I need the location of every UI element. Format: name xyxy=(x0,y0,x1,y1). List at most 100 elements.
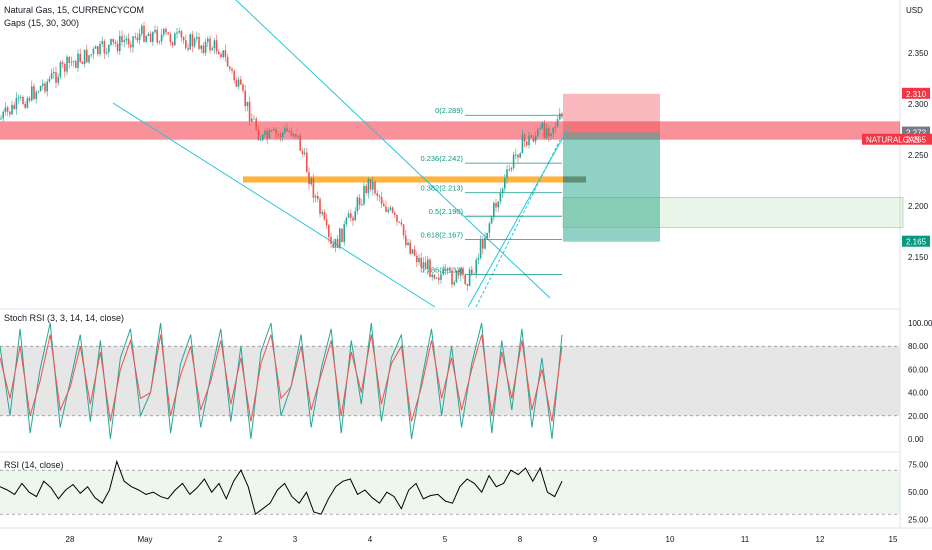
candle xyxy=(143,25,145,42)
time-axis-tick: May xyxy=(137,535,152,544)
candle xyxy=(200,45,202,49)
candle xyxy=(471,269,473,274)
candle xyxy=(363,185,365,205)
price-axis-tick: 2.250 xyxy=(908,151,929,160)
rsi-label: RSI (14, close) xyxy=(4,460,64,470)
candle xyxy=(169,34,172,43)
candle xyxy=(541,122,543,129)
candle xyxy=(517,154,519,158)
trend-line-lower xyxy=(112,102,436,308)
candle xyxy=(383,203,385,207)
candle xyxy=(136,37,139,41)
currency-label: USD xyxy=(906,6,923,15)
candle xyxy=(530,135,532,138)
candle xyxy=(519,153,521,158)
candle xyxy=(11,104,13,115)
candle xyxy=(35,92,37,99)
candle xyxy=(213,40,216,49)
candle xyxy=(119,36,121,52)
candle xyxy=(66,56,68,72)
candle xyxy=(127,38,130,45)
candle xyxy=(193,38,196,47)
candle xyxy=(13,104,15,110)
candle xyxy=(220,54,222,58)
candle xyxy=(299,135,301,151)
candle xyxy=(90,54,92,56)
candle xyxy=(189,34,191,50)
candle xyxy=(105,52,108,54)
time-axis-tick: 4 xyxy=(368,535,373,544)
candle xyxy=(328,225,330,237)
price-tag xyxy=(902,87,930,99)
candle xyxy=(455,270,458,283)
candle xyxy=(297,135,299,137)
candle xyxy=(226,56,229,67)
candle xyxy=(358,197,361,205)
candle xyxy=(222,50,224,58)
candle xyxy=(431,274,433,277)
candle xyxy=(319,198,321,214)
candle xyxy=(281,132,284,138)
candle xyxy=(286,128,288,132)
candle xyxy=(273,129,275,131)
candle xyxy=(413,249,416,256)
candle xyxy=(396,214,398,222)
candle xyxy=(167,32,169,35)
time-axis-tick: 9 xyxy=(593,535,598,544)
candle xyxy=(178,31,180,33)
candle xyxy=(149,33,152,43)
candle xyxy=(407,242,409,246)
candle xyxy=(24,103,26,108)
candle xyxy=(479,239,482,259)
candle xyxy=(4,107,7,113)
stoch-rsi-label: Stoch RSI (3, 3, 14, 14, close) xyxy=(4,313,125,323)
fib-level-label: 0(2.289) xyxy=(435,106,463,115)
candle xyxy=(42,83,44,86)
candle xyxy=(462,268,464,275)
fib-level-label: 0.5(2.190) xyxy=(429,207,464,216)
candle xyxy=(336,238,339,249)
candle xyxy=(376,193,378,196)
candle xyxy=(444,269,447,271)
price-tag-label: 2.165 xyxy=(906,238,927,247)
candle xyxy=(237,79,240,87)
candle xyxy=(101,41,103,44)
candle xyxy=(141,25,143,34)
candle xyxy=(306,152,308,173)
candle xyxy=(409,242,411,254)
candle xyxy=(156,29,158,43)
candle xyxy=(224,50,227,57)
position-stop-box xyxy=(563,93,660,133)
candle xyxy=(6,107,9,112)
candle xyxy=(420,257,422,268)
candle xyxy=(559,113,561,120)
candle xyxy=(44,83,46,92)
candle xyxy=(334,238,337,248)
candle xyxy=(61,62,64,65)
candle xyxy=(81,61,84,65)
candle xyxy=(187,47,189,50)
candle xyxy=(464,274,466,285)
gaps-indicator-label: Gaps (15, 30, 300) xyxy=(4,18,80,28)
support-line-handle xyxy=(563,176,586,183)
stoch-axis-tick: 60.00 xyxy=(908,365,929,374)
candle xyxy=(314,196,317,198)
candle xyxy=(526,141,528,146)
fib-level-label: 0.618(2.167) xyxy=(420,231,463,240)
candle xyxy=(510,168,513,170)
time-axis-tick: 8 xyxy=(518,535,523,544)
candle xyxy=(112,38,114,43)
candle xyxy=(490,216,493,224)
price-axis-tick: 2.150 xyxy=(908,253,929,262)
candle xyxy=(523,134,526,142)
candle xyxy=(185,40,187,48)
candle xyxy=(110,38,112,45)
trend-line-upper xyxy=(235,0,551,299)
target-range-box xyxy=(562,197,904,228)
candle xyxy=(385,206,387,212)
candle xyxy=(387,209,389,212)
candle xyxy=(501,188,504,193)
candle xyxy=(394,212,396,215)
candle xyxy=(495,202,497,208)
